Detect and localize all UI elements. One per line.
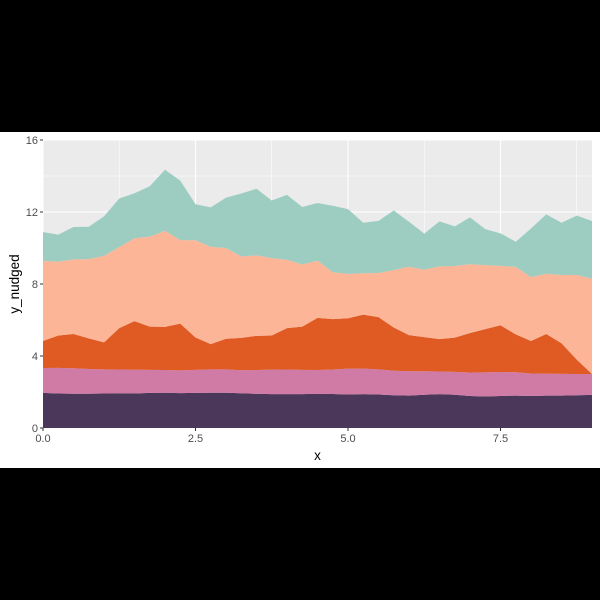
y-tick-label: 0 bbox=[32, 423, 38, 435]
y-tick-label: 8 bbox=[32, 279, 38, 291]
chart-figure: 0 4 8 12 16 0.0 2.5 5.0 7.5 x y_nudged bbox=[0, 132, 600, 468]
y-tick-label: 12 bbox=[26, 207, 38, 219]
x-tick-label: 2.5 bbox=[188, 433, 203, 445]
chart-svg: 0 4 8 12 16 0.0 2.5 5.0 7.5 x y_nudged bbox=[7, 135, 592, 463]
area-series-5 bbox=[43, 169, 592, 279]
x-tick-label: 5.0 bbox=[340, 433, 355, 445]
stacked-areas bbox=[43, 169, 592, 428]
y-tick-label: 4 bbox=[32, 351, 38, 363]
y-axis-title: y_nudged bbox=[7, 254, 22, 313]
y-tick-label: 16 bbox=[26, 135, 38, 147]
x-axis-title: x bbox=[314, 448, 321, 463]
x-tick-label: 7.5 bbox=[493, 433, 508, 445]
axes: 0 4 8 12 16 0.0 2.5 5.0 7.5 bbox=[26, 135, 508, 445]
area-series-3 bbox=[43, 314, 592, 374]
x-tick-label: 0.0 bbox=[35, 433, 50, 445]
area-series-2 bbox=[43, 367, 592, 397]
area-series-1 bbox=[43, 392, 592, 428]
area-series-4 bbox=[43, 230, 592, 374]
